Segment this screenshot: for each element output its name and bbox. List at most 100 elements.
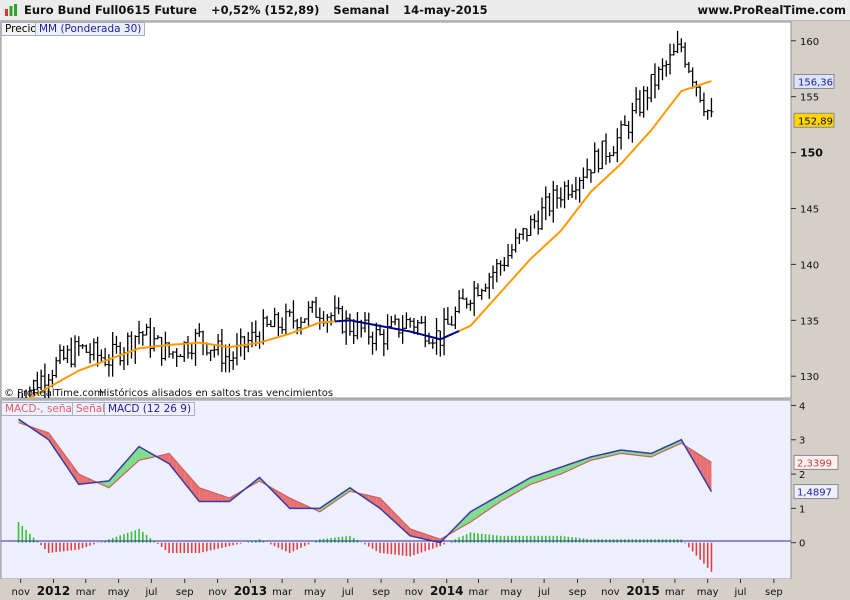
moving-average-segment-blue	[334, 319, 460, 341]
macd-fill-down	[203, 489, 207, 502]
macd-fill-down	[67, 458, 72, 474]
x-month-label: sep	[176, 587, 194, 598]
x-month-label: mar	[272, 587, 293, 598]
x-month-label: nov	[11, 587, 29, 598]
signal-value-tag-text: 2,3399	[797, 458, 832, 469]
macd-fill-down	[417, 531, 422, 539]
macd-fill-down	[52, 438, 57, 451]
x-axis-band	[0, 579, 850, 600]
macd-fill-down	[41, 430, 45, 438]
legend-signal[interactable]: Señal	[72, 402, 109, 416]
macd-fill-up	[481, 503, 486, 515]
x-month-label: sep	[569, 587, 587, 598]
macd-fill-up	[549, 469, 554, 478]
macd-fill-down	[56, 443, 60, 457]
macd-fill-up	[553, 468, 558, 477]
macd-fill-up	[474, 507, 478, 520]
macd-fill-down	[48, 432, 53, 446]
macd-fill-up	[666, 444, 671, 451]
price-change: +0,52% (152,89)	[210, 3, 320, 17]
price-y-label: 130	[800, 372, 819, 383]
signal-line	[18, 422, 712, 540]
ma-value-tag-text: 156,36	[798, 77, 833, 88]
x-month-label: jul	[341, 587, 354, 598]
x-year-label: 2014	[430, 584, 463, 598]
macd-fill-down	[293, 499, 298, 509]
price-y-label: 160	[800, 37, 819, 48]
macd-fill-up	[530, 476, 535, 485]
price-y-label: 140	[800, 260, 819, 271]
macd-fill-up	[462, 515, 467, 527]
price-y-label: 150	[800, 147, 823, 160]
legend-ma[interactable]: MM (Ponderada 30)	[35, 22, 146, 36]
macd-fill-up	[477, 505, 482, 517]
macd-fill-down	[199, 487, 204, 502]
signal-value-tag-box	[793, 454, 839, 470]
x-month-label: may	[108, 587, 130, 598]
macd-fill-down	[421, 532, 426, 540]
macd-y-label: 1	[799, 504, 805, 515]
macd-fill-up	[541, 472, 546, 481]
price-y-label: 135	[800, 316, 819, 327]
price-y-axis: 130 135 140 145 150 155 160 156,36 152,89	[791, 37, 835, 383]
macd-fill-up	[545, 471, 550, 480]
legend-macd[interactable]: MACD (12 26 9)	[104, 402, 196, 416]
legend-macd-hist[interactable]: MACD-, señal	[1, 402, 78, 416]
price-y-label: 145	[800, 205, 819, 216]
x-month-label: jul	[144, 587, 157, 598]
timeframe: Semanal	[333, 3, 390, 17]
macd-fill-down	[410, 528, 414, 537]
macd-panel	[0, 399, 792, 580]
macd-fill-down	[289, 498, 294, 509]
copyright-text: © ProRealTime.com	[4, 388, 104, 399]
macd-y-label: 3	[799, 436, 805, 447]
macd-fill-down	[214, 492, 219, 502]
macd-fill-up	[470, 509, 475, 523]
legend-price[interactable]: Precio	[1, 22, 40, 36]
moving-average-line	[27, 80, 712, 398]
macd-fill-down	[71, 463, 76, 479]
macd-fill-down	[707, 459, 712, 492]
x-month-label: sep	[765, 587, 783, 598]
macd-fill-down	[282, 493, 286, 505]
x-month-label: sep	[372, 587, 390, 598]
x-month-label: jul	[537, 587, 550, 598]
macd-line	[18, 418, 713, 544]
macd-fill-up	[101, 481, 106, 487]
x-month-label: mar	[665, 587, 686, 598]
macd-fill-down	[696, 452, 701, 473]
chart-date: 14-may-2015	[403, 3, 488, 17]
macd-fill-down	[165, 453, 170, 464]
price-value-tag: 152,89	[793, 112, 835, 128]
site-url[interactable]: www.ProRealTime.com	[697, 3, 846, 17]
macd-fill-down	[413, 530, 418, 538]
macd-fill-up	[557, 467, 561, 476]
macd-value-tag-text: 1,4897	[797, 488, 832, 499]
price-value-tag-box	[793, 112, 835, 128]
macd-fill-up	[142, 448, 147, 460]
x-month-label: mar	[76, 587, 97, 598]
macd-fill-up	[534, 474, 539, 484]
macd-fill-up	[538, 473, 542, 482]
macd-fill-down	[218, 494, 222, 502]
x-axis: nov 2012 mar may jul sep nov 2013 mar may jul sep no…	[11, 579, 783, 598]
x-month-label: may	[500, 587, 522, 598]
x-month-label: nov	[601, 587, 619, 598]
macd-fill-down	[63, 453, 68, 468]
x-year-label: 2013	[234, 584, 267, 598]
macd-fill-up	[654, 450, 659, 456]
macd-fill-down	[692, 450, 697, 466]
history-note: Históricos alisados en saltos tras venci…	[99, 387, 333, 399]
chart-logo-icon	[5, 4, 17, 16]
price-y-label: 155	[800, 93, 819, 104]
moving-average-segment	[27, 320, 335, 398]
instrument-name: Euro Bund Full0615 Future	[24, 3, 197, 17]
macd-lines	[18, 418, 713, 544]
x-month-label: jul	[734, 587, 747, 598]
ma-value-tag: 156,36	[793, 73, 835, 89]
price-value-tag-text: 152,89	[798, 116, 833, 127]
chart-area[interactable]: 130 135 140 145 150 155 160 156,36 152,89 © ProR…	[0, 21, 850, 600]
macd-fill-down	[59, 448, 64, 463]
x-month-label: may	[304, 587, 326, 598]
